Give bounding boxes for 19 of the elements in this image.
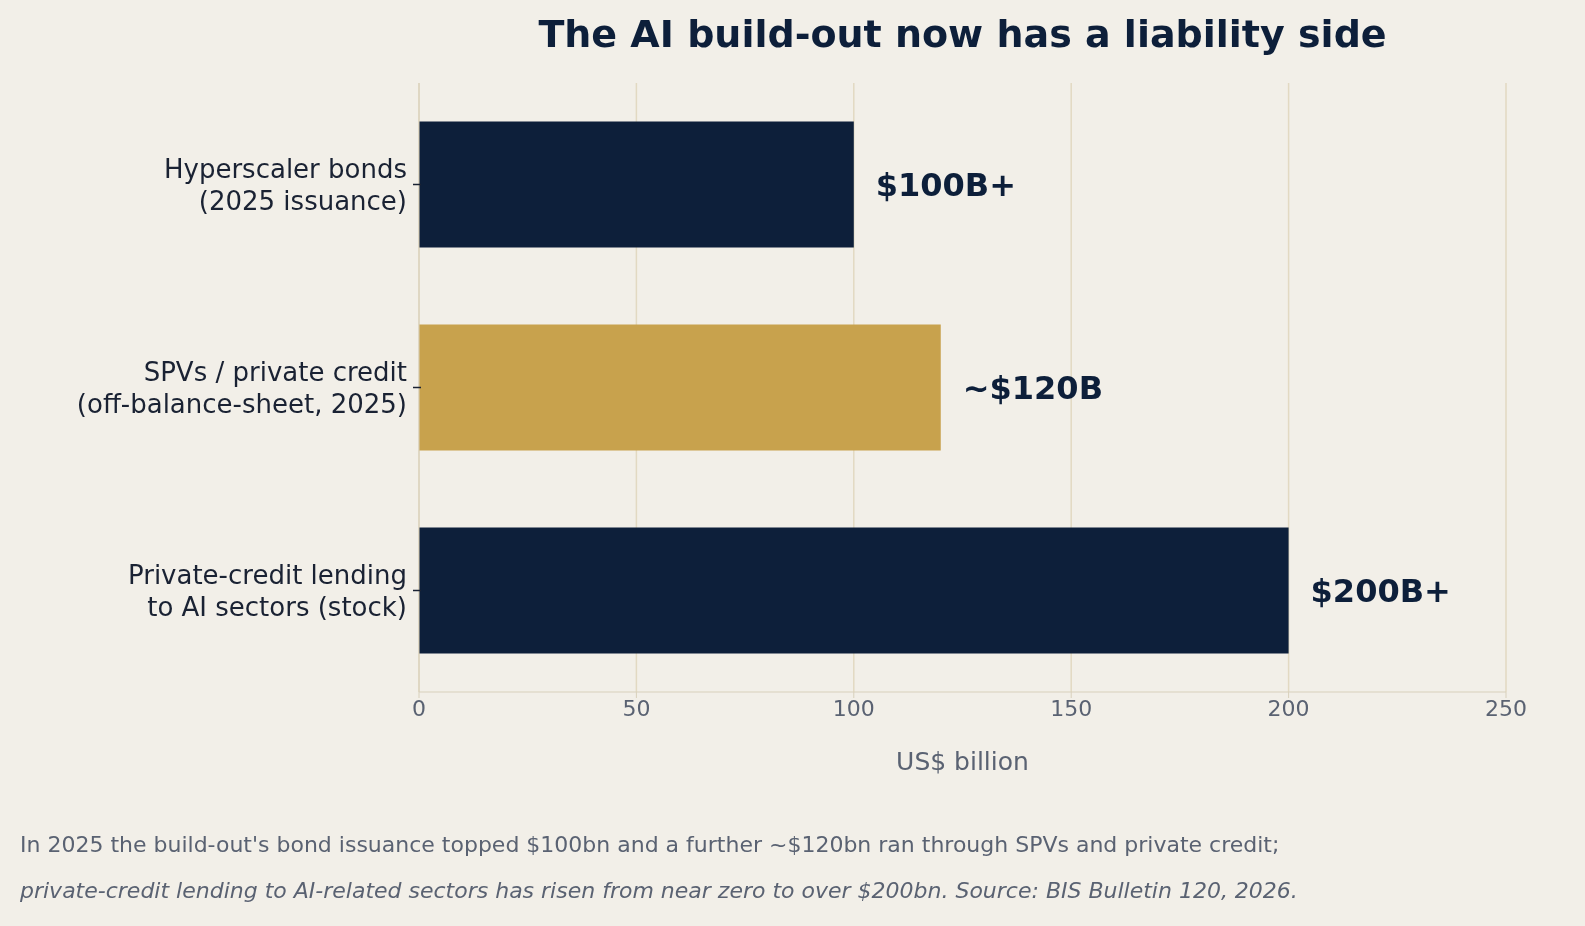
x-axis-title: US$ billion [896, 747, 1029, 776]
chart-title: The AI build-out now has a liability side [537, 12, 1388, 56]
x-tick-label: 0 [412, 695, 426, 721]
x-tick-label: 250 [1485, 695, 1527, 721]
x-tick-label: 100 [832, 695, 875, 721]
x-tick-label: 200 [1267, 695, 1310, 721]
data-label: $200B+ [1310, 571, 1451, 610]
data-label: $100B+ [875, 165, 1017, 204]
y-tick-label: SPVs / private credit (off-balance-sheet, 2025) [76, 356, 407, 419]
bar [419, 324, 941, 451]
bar [419, 121, 854, 248]
x-tick-label: 150 [1050, 695, 1093, 721]
y-tick-label: Private-credit lending to AI sectors (stock) [127, 559, 407, 622]
bar [419, 527, 1289, 654]
y-tick-label: Hyperscaler bonds (2025 issuance) [163, 153, 407, 216]
data-label: ~$120B [962, 368, 1104, 407]
x-tick-label: 50 [622, 695, 651, 721]
text: private-credit lending to AI-related sectors has risen from near zero to over $200bn. Source: BIS Bulletin 120, 2026. [20, 878, 1298, 903]
text: In 2025 the build-out's bond issuance topped $100bn and a further ~$120bn ran through SPVs and private credit; [20, 832, 1280, 857]
